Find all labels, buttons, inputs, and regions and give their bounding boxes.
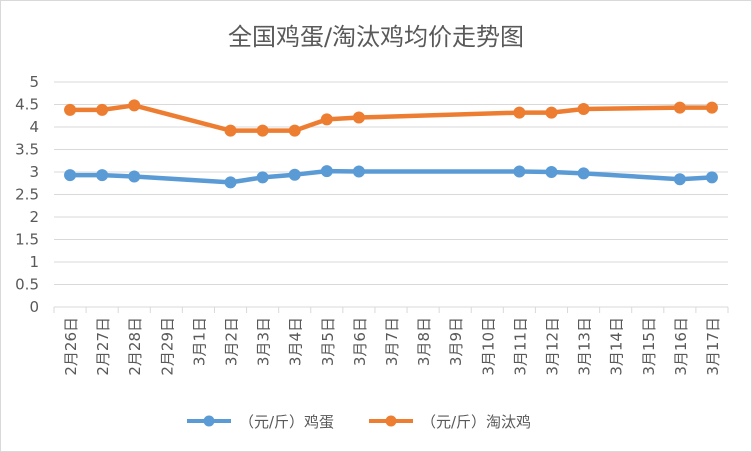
y-tick-label: 0.5 bbox=[15, 276, 39, 294]
y-axis-ticks: 0 0.5 1 1.5 2 2.5 3 3.5 4 4.5 5 bbox=[15, 73, 39, 316]
data-point bbox=[320, 113, 333, 126]
y-tick-label: 3 bbox=[29, 163, 39, 181]
x-tick-label: 3月5日 bbox=[319, 317, 337, 366]
data-point bbox=[705, 171, 718, 184]
y-tick-label: 5 bbox=[29, 73, 39, 91]
data-point bbox=[224, 176, 237, 189]
data-point bbox=[513, 165, 526, 178]
data-point bbox=[320, 165, 333, 178]
x-tick-label: 3月14日 bbox=[608, 317, 626, 376]
x-tick-label: 2月27日 bbox=[94, 317, 112, 376]
y-tick-label: 4 bbox=[29, 118, 39, 136]
x-tick-label: 3月15日 bbox=[640, 317, 658, 376]
data-point bbox=[577, 167, 590, 180]
data-point bbox=[224, 124, 237, 137]
data-point bbox=[577, 103, 590, 115]
data-point bbox=[64, 169, 77, 182]
x-tick-label: 3月8日 bbox=[415, 317, 433, 366]
data-point bbox=[256, 171, 269, 184]
x-tick-label: 2月28日 bbox=[126, 317, 144, 376]
y-tick-label: 4.5 bbox=[15, 96, 39, 114]
y-tick-label: 2.5 bbox=[15, 186, 39, 204]
data-point bbox=[96, 169, 109, 182]
legend-label: （元/斤）淘汰鸡 bbox=[421, 413, 531, 431]
y-tick-label: 1 bbox=[29, 253, 39, 271]
x-tick-label: 3月1日 bbox=[190, 317, 208, 366]
data-point bbox=[673, 173, 686, 186]
gridlines bbox=[54, 81, 728, 308]
x-tick-label: 3月9日 bbox=[447, 317, 465, 366]
data-point bbox=[288, 168, 301, 181]
x-tick-label: 3月7日 bbox=[383, 317, 401, 366]
legend-marker bbox=[203, 415, 215, 427]
x-tick-label: 3月13日 bbox=[576, 317, 594, 376]
series-line bbox=[70, 168, 713, 185]
data-point bbox=[128, 99, 141, 112]
x-tick-label: 2月29日 bbox=[158, 317, 176, 376]
data-point bbox=[352, 165, 365, 178]
data-point bbox=[705, 101, 718, 114]
data-point bbox=[673, 101, 686, 114]
chart-title: 全国鸡蛋/淘汰鸡均价走势图 bbox=[228, 23, 524, 51]
x-tick-label: 3月11日 bbox=[511, 317, 529, 376]
legend-label: （元/斤）鸡蛋 bbox=[239, 413, 334, 431]
x-tick-label: 3月17日 bbox=[704, 317, 722, 376]
legend: （元/斤）鸡蛋 （元/斤）淘汰鸡 bbox=[187, 413, 531, 431]
data-point bbox=[513, 106, 526, 119]
data-point bbox=[128, 170, 141, 183]
data-point bbox=[288, 124, 301, 137]
data-point bbox=[96, 103, 109, 116]
x-tick-label: 3月6日 bbox=[351, 317, 369, 366]
data-point bbox=[545, 106, 558, 119]
data-point bbox=[64, 103, 77, 116]
x-tick-label: 2月26日 bbox=[62, 317, 80, 376]
x-tick-label: 3月10日 bbox=[479, 317, 497, 376]
x-tick-label: 3月3日 bbox=[255, 317, 273, 366]
x-tick-label: 3月2日 bbox=[223, 317, 241, 366]
data-point bbox=[545, 166, 558, 178]
x-tick-label: 3月4日 bbox=[287, 317, 305, 366]
y-tick-label: 2 bbox=[29, 208, 39, 226]
data-point bbox=[352, 111, 365, 124]
y-tick-label: 1.5 bbox=[15, 231, 39, 249]
y-tick-label: 3.5 bbox=[15, 141, 39, 159]
data-point bbox=[256, 124, 269, 137]
x-axis-ticks: 2月26日 2月27日 2月28日 2月29日 3月1日 3月2日 3月3日 3月4日 3月5日… bbox=[53, 307, 729, 376]
legend-marker bbox=[385, 415, 397, 427]
series-lines bbox=[64, 99, 718, 189]
x-tick-label: 3月12日 bbox=[543, 317, 561, 376]
x-tick-label: 3月16日 bbox=[672, 317, 690, 376]
y-tick-label: 0 bbox=[29, 298, 39, 316]
